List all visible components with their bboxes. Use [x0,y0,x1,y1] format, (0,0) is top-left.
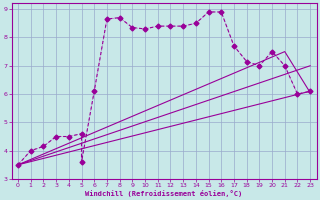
X-axis label: Windchill (Refroidissement éolien,°C): Windchill (Refroidissement éolien,°C) [85,190,243,197]
